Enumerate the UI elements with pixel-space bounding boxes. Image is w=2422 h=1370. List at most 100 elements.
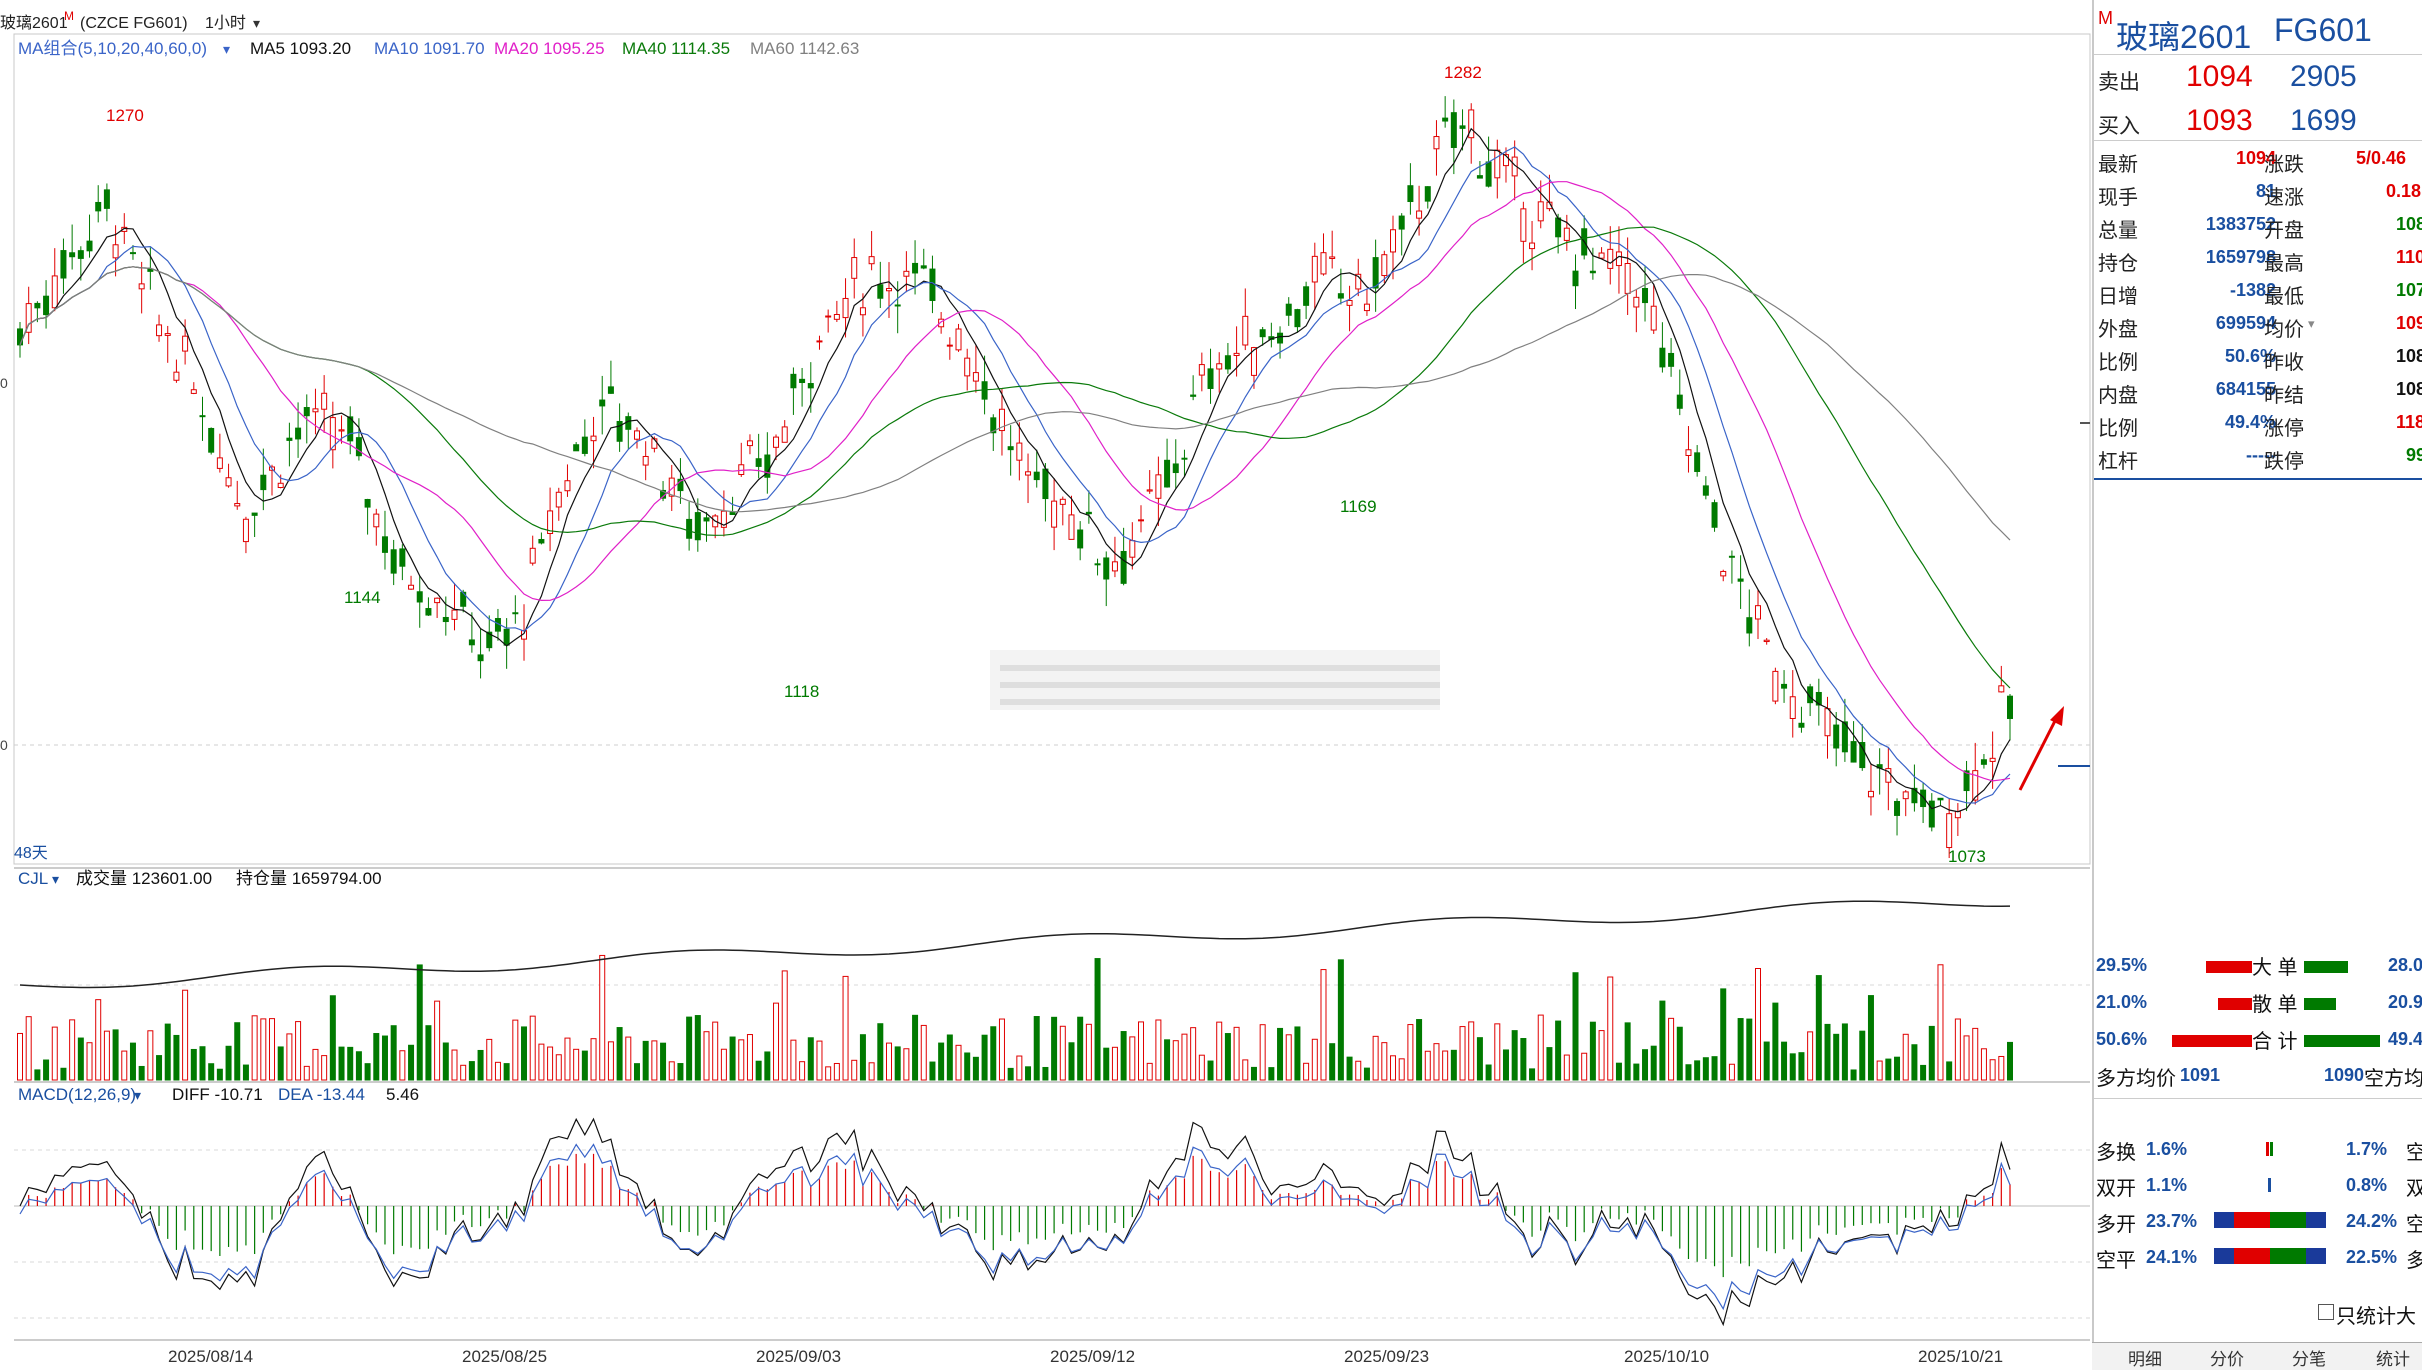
quote-row-value: 50.6% (2224, 346, 2276, 366)
chevron-down-icon[interactable]: ▾ (253, 15, 260, 31)
period-selector[interactable]: 1小时 (205, 14, 246, 32)
ma10-value: MA10 1091.70 (374, 39, 485, 58)
volume-bar (494, 1061, 501, 1081)
volume-bar (286, 1033, 293, 1081)
volume-bar (903, 1048, 910, 1081)
volume-bar (938, 1042, 945, 1081)
candle-body (633, 430, 640, 440)
volume-bar (1937, 964, 1944, 1081)
candle-body (312, 408, 319, 413)
volume-bar (182, 989, 189, 1081)
volume-bar (269, 1018, 276, 1081)
stat-checkbox[interactable] (2318, 1304, 2334, 1320)
flow-value: 50.6% (2096, 1029, 2148, 1049)
candle-body (1181, 457, 1188, 460)
chevron-down-icon[interactable]: ▾ (223, 41, 230, 57)
quote-row-label: 跌停 (2264, 451, 2304, 473)
volume-bar (460, 1064, 467, 1081)
volume-bar (1277, 1027, 1284, 1081)
volume-bar (755, 1060, 762, 1081)
tab-detail[interactable]: 明细 (2128, 1350, 2162, 1369)
volume-bar (955, 1044, 962, 1081)
volume-bar (1416, 1019, 1423, 1081)
tab-tick[interactable]: 分笔 (2292, 1350, 2326, 1369)
ma40-value: MA40 1114.35 (622, 39, 730, 58)
candle-body (599, 399, 606, 407)
tab-price-split[interactable]: 分价 (2210, 1350, 2244, 1369)
volume-bar (1520, 1038, 1527, 1081)
candle-body (1633, 296, 1640, 308)
candle-body (547, 510, 554, 535)
tab-statistics[interactable]: 统计 (2376, 1350, 2410, 1369)
flow-label: 合 计 (2252, 1031, 2298, 1053)
volume-bar (390, 1025, 397, 1081)
volume-bar (885, 1042, 892, 1081)
volume-bar (790, 1039, 797, 1081)
volume-bar (17, 1032, 23, 1081)
ma-group-selector[interactable]: MA组合(5,10,20,40,60,0) (18, 39, 207, 58)
candle-body (833, 314, 840, 320)
chevron-down-icon[interactable]: ▾ (52, 871, 59, 887)
chart-area[interactable]: 玻璃2601 M (CZCE FG601) 1小时 ▾ MA组合(5,10,20… (0, 0, 2092, 1369)
candle-body (408, 584, 415, 590)
volume-bar (1815, 975, 1822, 1081)
volume-indicator-selector[interactable]: CJL (18, 869, 48, 888)
candle-body (1129, 540, 1136, 558)
volume-bar (147, 1030, 154, 1081)
position-value: 1.7% (2346, 1139, 2388, 1159)
quote-row-label: 最高 (2264, 253, 2304, 275)
volume-bar (416, 964, 423, 1081)
candle-body (694, 512, 701, 541)
candle-body (1859, 742, 1866, 769)
buy-price: 1093 (2186, 104, 2253, 137)
macd-dea-value: DEA -13.44 (278, 1085, 365, 1104)
stat-checkbox-label[interactable]: 只统计大 (2336, 1306, 2416, 1328)
candle-body (1311, 255, 1318, 283)
volume-value: 成交量 123601.00 (76, 869, 212, 888)
quote-row-value: 108 (2396, 346, 2422, 366)
candle-body (573, 444, 580, 452)
quote-row-value: 0.18 (2386, 181, 2422, 201)
volume-bar (477, 1049, 484, 1081)
volume-bar (112, 1029, 119, 1081)
candle-body (1442, 117, 1449, 122)
candle-body (1963, 770, 1970, 792)
chevron-down-icon[interactable]: ▾ (2308, 316, 2315, 331)
annotation-arrow (2018, 714, 2060, 791)
candle-body (955, 328, 962, 351)
quote-row-label: 开盘 (2264, 220, 2304, 242)
volume-bar (929, 1061, 936, 1081)
position-value: 24.1% (2146, 1247, 2198, 1267)
volume-bar (277, 1046, 284, 1081)
ma60-value: MA60 1142.63 (750, 39, 859, 58)
candle-body (1555, 217, 1562, 238)
volume-bar (555, 1054, 562, 1081)
chevron-down-icon[interactable]: ▾ (134, 1087, 141, 1103)
volume-bar (720, 1048, 727, 1081)
candle-body (86, 240, 93, 252)
volume-bar (1894, 1056, 1901, 1081)
candle-body (286, 437, 293, 441)
quote-row-label: 速涨 (2264, 187, 2304, 209)
candle-body (1476, 175, 1483, 179)
volume-bar (1259, 1024, 1266, 1081)
candle-body (764, 454, 771, 478)
macd-indicator-selector[interactable]: MACD(12,26,9) (18, 1085, 136, 1104)
candle-body (1789, 696, 1796, 719)
instrument-title: 玻璃2601 (0, 14, 68, 32)
candle-body (581, 436, 588, 454)
candle-body (1329, 256, 1336, 259)
candle-body (1737, 578, 1744, 582)
price-axis-label: 0 (0, 375, 8, 391)
candle-body (781, 426, 788, 443)
volume-bar (946, 1034, 953, 1081)
volume-bar (503, 1063, 510, 1081)
position-label: 多 (2406, 1250, 2422, 1272)
candle-body (703, 517, 710, 522)
quote-row-label: 比例 (2098, 352, 2138, 374)
position-label: 空 (2406, 1214, 2422, 1236)
volume-bars (17, 954, 2013, 1081)
position-bar (2306, 1248, 2326, 1264)
volume-bar (2007, 1041, 2013, 1081)
candle-body (912, 262, 919, 274)
